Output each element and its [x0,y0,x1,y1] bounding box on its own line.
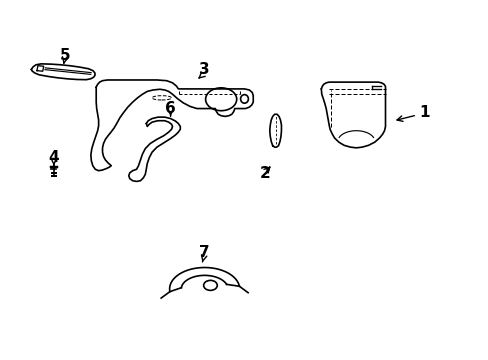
Text: 3: 3 [199,63,209,77]
Text: 5: 5 [60,48,71,63]
Text: 6: 6 [165,101,176,116]
Text: 1: 1 [418,105,429,120]
Text: 4: 4 [48,150,59,165]
Text: 7: 7 [199,245,209,260]
Text: 2: 2 [260,166,270,181]
